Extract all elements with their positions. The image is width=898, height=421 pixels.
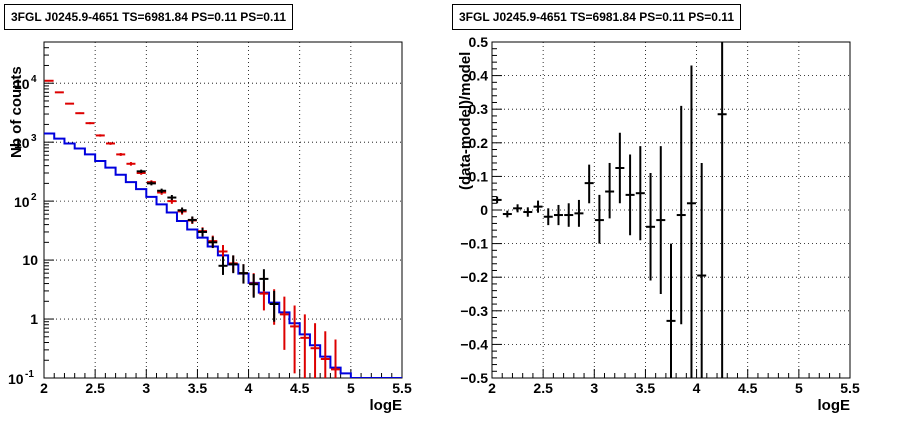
y-tick-label: 0.3 bbox=[469, 101, 489, 117]
y-tick-label: 10 bbox=[22, 252, 38, 268]
y-tick-label: −0.5 bbox=[460, 370, 488, 386]
x-tick-label: 2 bbox=[40, 380, 48, 396]
y-tick-label: 0 bbox=[480, 202, 488, 218]
y-tick-label: 10 bbox=[14, 194, 30, 210]
x-tick-label: 2 bbox=[488, 380, 496, 396]
x-tick-label: 3.5 bbox=[188, 380, 208, 396]
y-tick-label: 0.1 bbox=[469, 168, 489, 184]
y-tick-exponent: -1 bbox=[25, 369, 34, 380]
y-tick-exponent: 3 bbox=[31, 133, 37, 144]
x-axis-title: logE bbox=[370, 397, 403, 414]
y-tick-label: 0.4 bbox=[469, 68, 489, 84]
plot-frame bbox=[43, 41, 403, 379]
x-axis-title: logE bbox=[818, 397, 851, 414]
x-tick-label: 3 bbox=[142, 380, 150, 396]
x-tick-label: 4 bbox=[693, 380, 701, 396]
y-tick-label: 10 bbox=[14, 135, 30, 151]
y-axis-title: (data-model)/model bbox=[457, 52, 474, 190]
x-tick-label: 3 bbox=[590, 380, 598, 396]
y-tick-label: 10 bbox=[14, 76, 30, 92]
x-tick-label: 4 bbox=[245, 380, 253, 396]
y-tick-label: −0.3 bbox=[460, 303, 488, 319]
x-tick-label: 3.5 bbox=[636, 380, 656, 396]
x-tick-label: 5 bbox=[347, 380, 355, 396]
right-chart-title: 3FGL J0245.9-4651 TS=6981.84 PS=0.11 PS=… bbox=[452, 4, 741, 30]
y-tick-exponent: 2 bbox=[31, 192, 37, 203]
plot-area bbox=[44, 79, 402, 378]
y-tick-label: 10 bbox=[8, 371, 24, 387]
y-tick-label: 0.2 bbox=[469, 135, 489, 151]
x-tick-label: 5.5 bbox=[840, 380, 860, 396]
x-tick-label: 4.5 bbox=[290, 380, 310, 396]
right-chart-residuals: 2 2.5 3 3.5 4 4.5 5 5.5 −0.5 −0.4 −0.3 −0.2 −0.1 0 0.1… bbox=[457, 34, 860, 414]
x-tick-label: 5.5 bbox=[392, 380, 412, 396]
x-tick-label: 2.5 bbox=[85, 380, 105, 396]
y-tick-label: 0.5 bbox=[469, 34, 489, 50]
y-tick-label: −0.4 bbox=[460, 336, 488, 352]
left-chart-title: 3FGL J0245.9-4651 TS=6981.84 PS=0.11 PS=… bbox=[4, 4, 293, 30]
y-tick-exponent: 4 bbox=[31, 74, 37, 85]
y-tick-label: −0.2 bbox=[460, 269, 488, 285]
plot-area bbox=[492, 42, 727, 378]
x-tick-label: 4.5 bbox=[738, 380, 758, 396]
x-tick-label: 2.5 bbox=[533, 380, 553, 396]
x-tick-label: 5 bbox=[795, 380, 803, 396]
y-tick-label: −0.1 bbox=[460, 236, 488, 252]
y-tick-label: 1 bbox=[30, 311, 38, 327]
y-axis-title: Nb of counts bbox=[8, 66, 25, 158]
